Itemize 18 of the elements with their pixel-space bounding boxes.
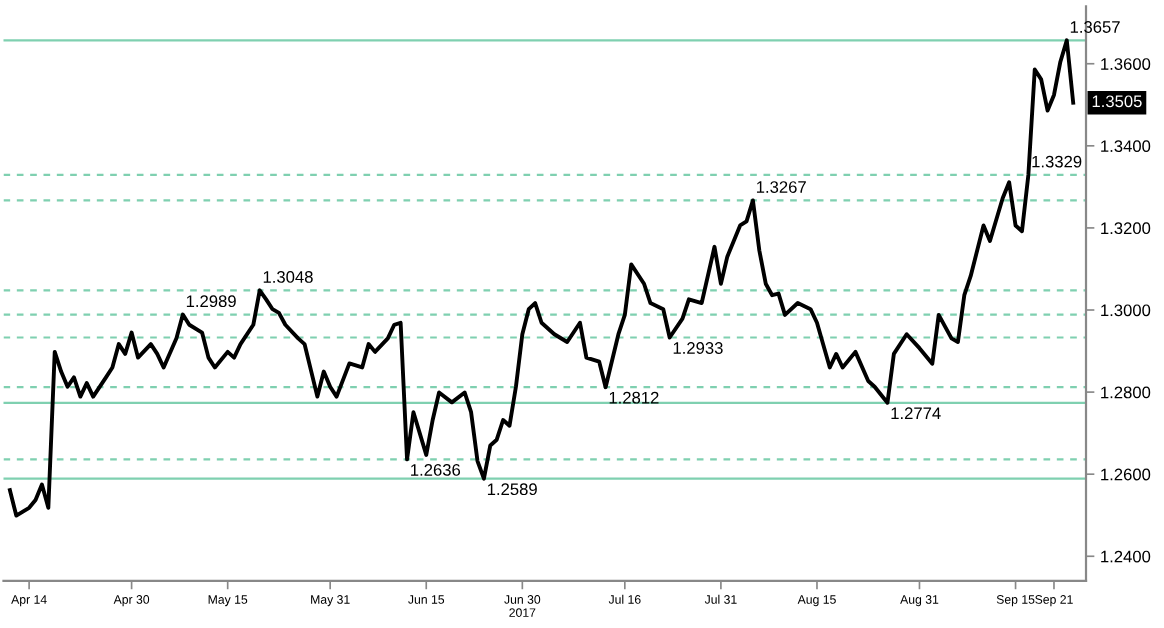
y-tick-label: 1.2400 — [1101, 550, 1151, 563]
annotation: 1.2774 — [891, 407, 941, 420]
annotation: 1.3329 — [1032, 155, 1082, 168]
y-tick-label: 1.2600 — [1101, 468, 1151, 481]
y-tick-label: 1.3400 — [1101, 140, 1151, 153]
annotation: 1.2812 — [609, 391, 659, 404]
annotation: 1.3657 — [1070, 21, 1120, 33]
annotation: 1.3048 — [263, 271, 313, 283]
annotation: 1.3505 — [1092, 95, 1142, 108]
annotation: 1.3267 — [756, 181, 806, 193]
y-tick-label: 1.3200 — [1101, 222, 1151, 235]
annotation: 1.2636 — [411, 464, 461, 476]
annotation: 1.2933 — [673, 342, 723, 354]
y-tick-label: 1.2800 — [1101, 386, 1151, 399]
y-tick-label: 1.3000 — [1101, 304, 1151, 317]
y-tick-label: 1.3600 — [1101, 58, 1151, 70]
annotation: 1.2589 — [487, 483, 537, 496]
annotation: 1.2989 — [186, 295, 236, 308]
